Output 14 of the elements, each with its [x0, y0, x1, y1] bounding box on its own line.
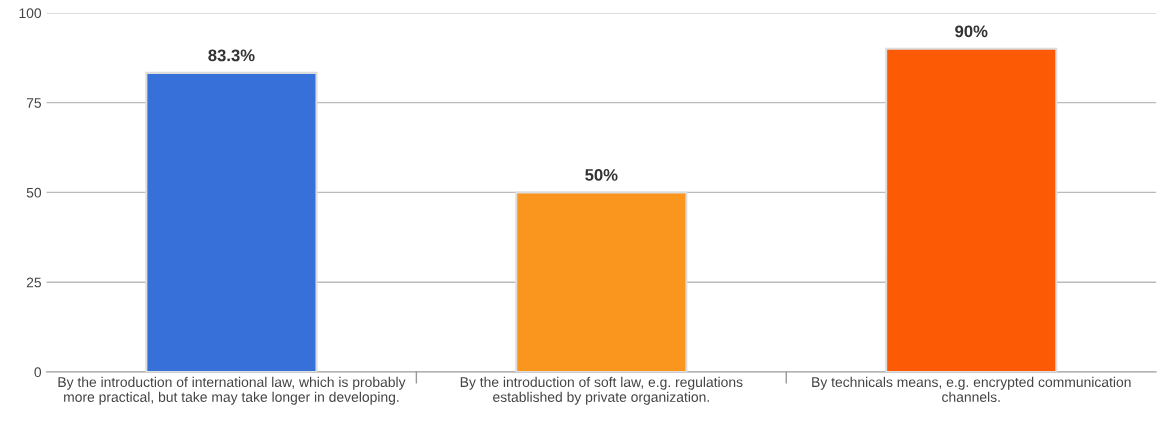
x-tick-label: By the introduction of international law, which is probably more practical, but take may take longer in developing.: [58, 376, 406, 405]
y-tick-label: 25: [26, 277, 42, 288]
bar: [145, 71, 318, 372]
data-label: 90%: [955, 25, 988, 38]
bar: [885, 47, 1058, 372]
x-tick-label: By technicals means, e.g. encrypted communication channels.: [812, 376, 1131, 402]
y-tick-label: 50: [26, 187, 42, 198]
y-tick-label: 100: [19, 8, 42, 19]
y-tick-label: 75: [26, 98, 42, 108]
x-tick-label: By the introduction of soft law, e.g. regulations established by private organization.: [460, 376, 743, 405]
y-tick-label: 0: [34, 367, 42, 378]
data-label: 50%: [585, 169, 618, 181]
data-label: 83.3%: [208, 49, 255, 62]
bar: [515, 191, 688, 372]
